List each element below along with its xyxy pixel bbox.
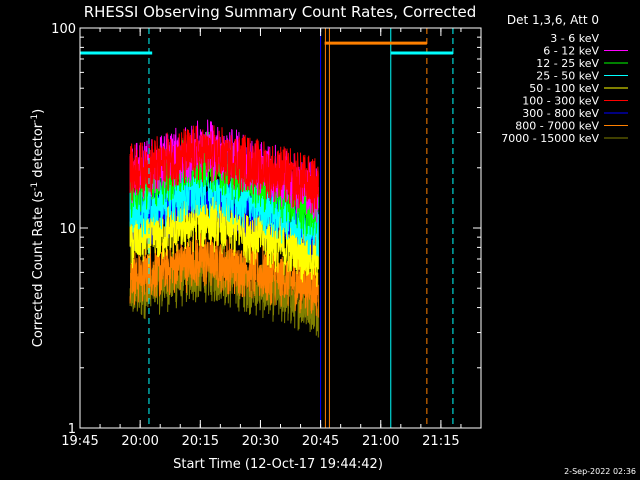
x-tick-label: 20:45 [302,434,339,449]
x-tick-label: 19:45 [61,434,98,449]
y-tick-label: 100 [51,22,76,37]
series-line-100-300kev [129,125,319,215]
axis-layer: 19:45 20:00 20:15 20:30 20:45 21:00 21:15 1 10 10… [51,22,482,449]
footer-date: 2-Sep-2022 02:36 [564,467,636,476]
y-tick-label: 1 [68,422,76,437]
legend-label: 800 - 7000 keV [515,120,599,133]
x-axis-label: Start Time (12-Oct-17 19:44:42) [173,457,383,472]
x-tick-label: 21:00 [362,434,399,449]
y-axis-label: Corrected Count Rate (s-1 detector-1) [30,109,46,347]
x-tick-label: 21:15 [422,434,459,449]
legend-label: 6 - 12 keV [543,45,599,58]
legend-label: 50 - 100 keV [529,82,599,95]
legend-label: 3 - 6 keV [550,32,599,45]
y-tick-label: 10 [59,222,76,237]
x-tick-label: 20:15 [182,434,219,449]
legend-label: 300 - 800 keV [522,107,599,120]
series-line-3-6kev [129,35,319,139]
series-line-800-7000kev [129,233,319,318]
legend-label: 7000 - 15000 keV [501,132,599,145]
legend-label: 12 - 25 keV [536,57,599,70]
legend-title: Det 1,3,6, Att 0 [507,13,599,27]
legend-label: 100 - 300 keV [522,95,599,108]
x-tick-label: 20:00 [121,434,158,449]
x-tick-label: 20:30 [242,434,279,449]
chart-title: RHESSI Observing Summary Count Rates, Co… [84,3,477,21]
legend-label: 25 - 50 keV [536,70,599,83]
